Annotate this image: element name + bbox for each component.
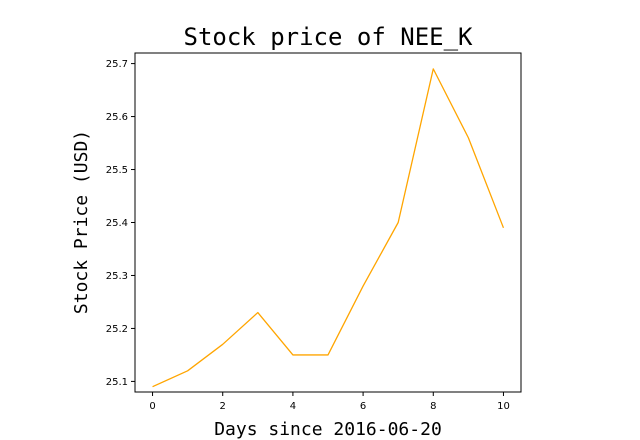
y-tick-label: 25.5	[106, 165, 128, 176]
x-tick-label: 6	[360, 401, 366, 412]
x-tick-label: 2	[220, 401, 226, 412]
y-tick-label: 25.4	[106, 218, 128, 229]
x-axis-label: Days since 2016-06-20	[214, 419, 442, 440]
y-tick-label: 25.2	[106, 324, 128, 335]
x-tick-label: 4	[290, 401, 296, 412]
x-tick-label: 10	[497, 401, 510, 412]
y-axis-label: Stock Price (USD)	[71, 130, 92, 314]
y-tick-label: 25.3	[106, 271, 128, 282]
series-layer	[152, 68, 505, 388]
y-tick-label: 25.6	[106, 112, 128, 123]
chart-title: Stock price of NEE_K	[184, 23, 474, 51]
x-tick-label: 0	[149, 401, 155, 412]
plot-frame	[134, 52, 522, 393]
series-line	[152, 68, 505, 388]
x-tick-label: 8	[430, 401, 436, 412]
y-tick-label: 25.7	[106, 59, 128, 70]
y-tick-label: 25.1	[106, 377, 128, 388]
axis-ticks: 0 2 4 6 8 10 25.1 25.2 25.3 25.4 25.5 25.6 25.7	[106, 59, 510, 412]
